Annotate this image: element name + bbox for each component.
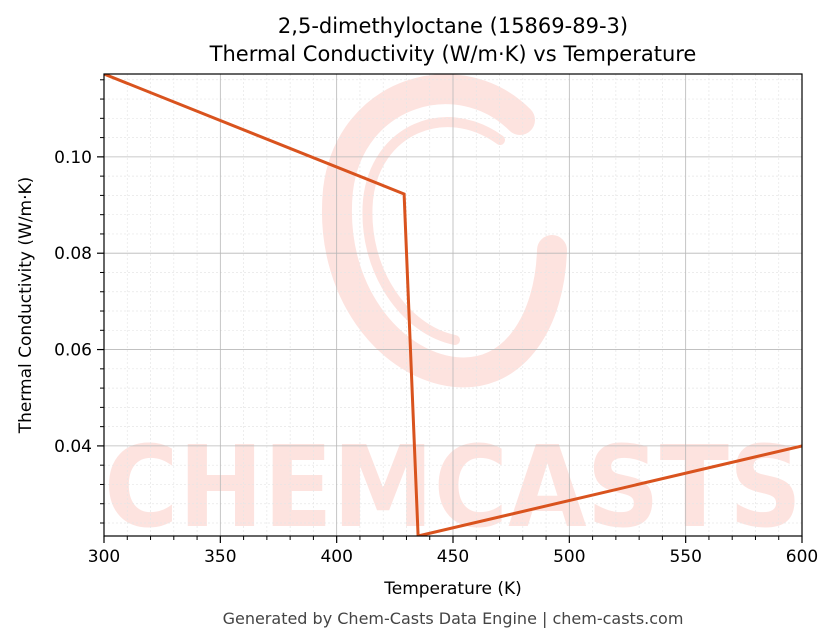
y-axis: 0.04 0.06 0.08 0.10	[54, 79, 104, 524]
y-tick-label: 0.06	[54, 341, 92, 361]
x-tick-label: 600	[786, 547, 818, 567]
chart-subtitle: Thermal Conductivity (W/m·K) vs Temperat…	[209, 42, 697, 66]
x-tick-label: 450	[437, 547, 469, 567]
x-tick-label: 300	[88, 547, 120, 567]
footer-credit: Generated by Chem-Casts Data Engine | ch…	[223, 609, 684, 628]
x-axis-label: Temperature (K)	[383, 579, 522, 599]
y-tick-label: 0.04	[54, 437, 92, 457]
y-tick-label: 0.08	[54, 244, 92, 264]
x-axis: 300 350 400 450 500 550 600	[88, 536, 818, 567]
x-tick-label: 500	[553, 547, 585, 567]
x-tick-label: 550	[669, 547, 701, 567]
x-tick-label: 400	[320, 547, 352, 567]
series-line	[104, 74, 802, 536]
y-axis-label: Thermal Conductivity (W/m·K)	[16, 177, 36, 435]
chart-title: 2,5-dimethyloctane (15869-89-3)	[278, 14, 628, 38]
y-tick-label: 0.10	[54, 148, 92, 168]
x-tick-label: 350	[204, 547, 236, 567]
